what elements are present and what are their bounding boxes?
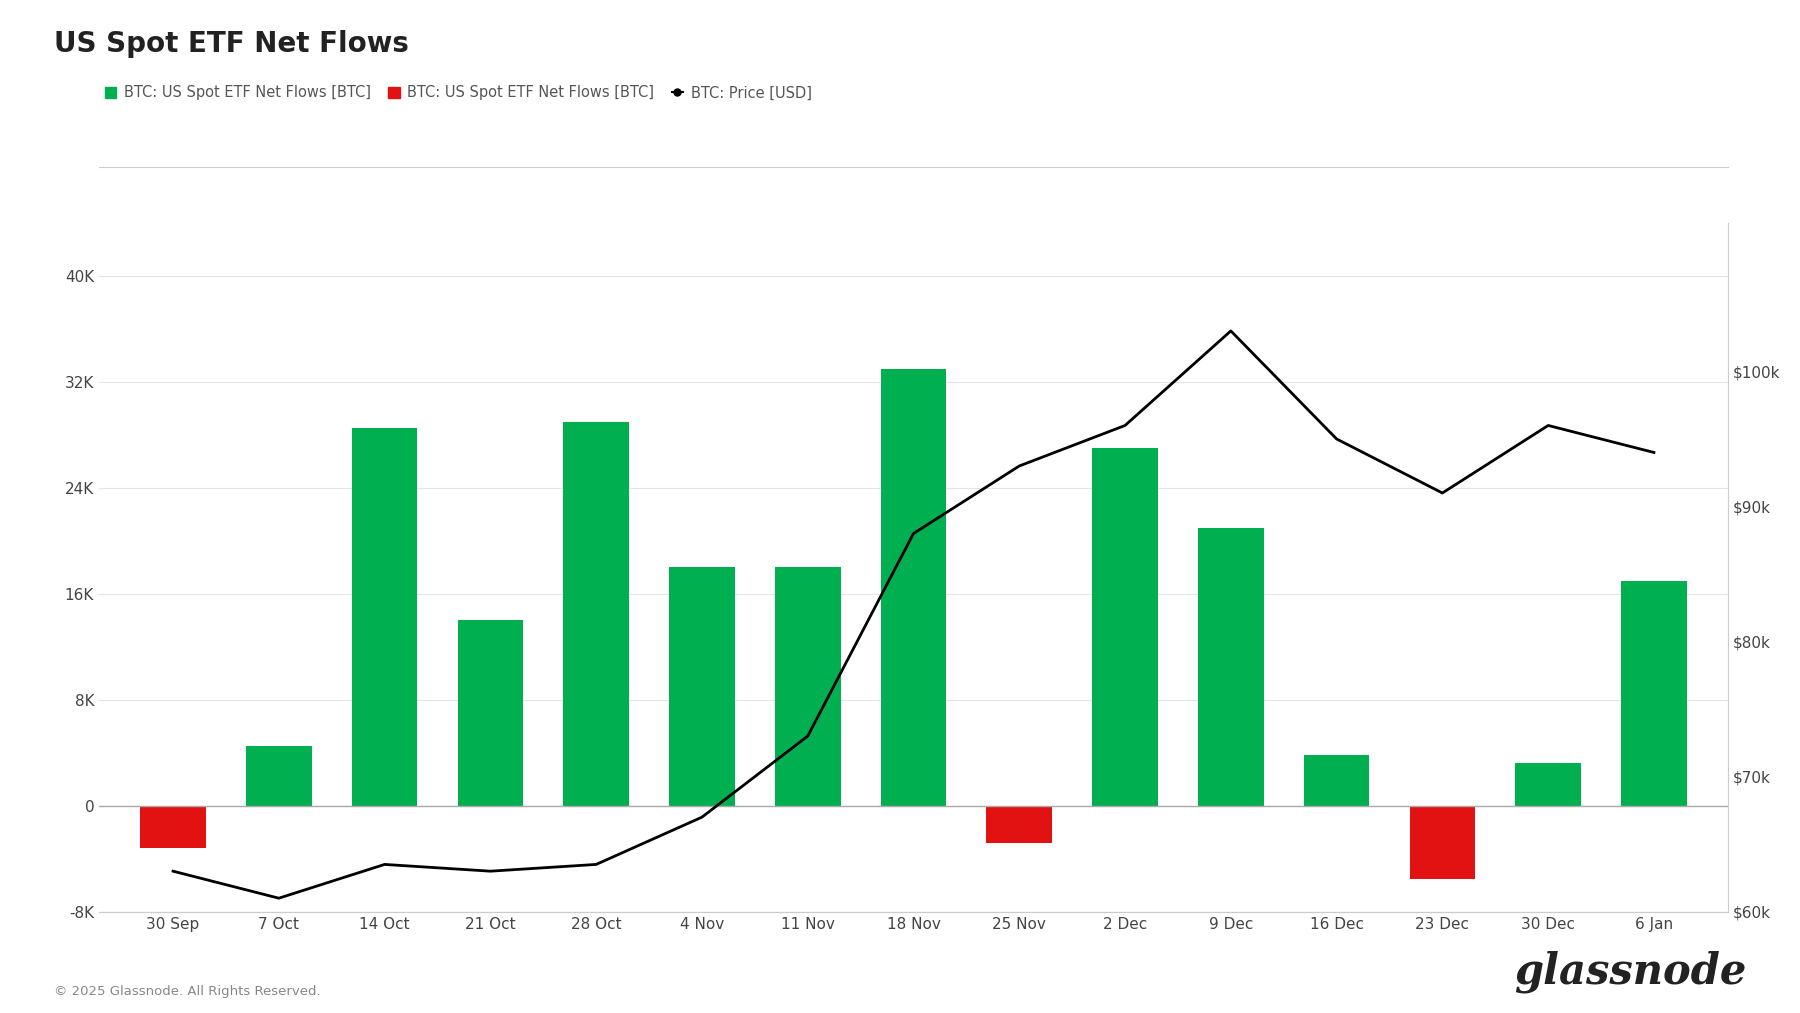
Bar	[1303, 756, 1370, 805]
Bar	[1093, 448, 1157, 805]
Bar	[247, 747, 311, 805]
Text: © 2025 Glassnode. All Rights Reserved.: © 2025 Glassnode. All Rights Reserved.	[54, 985, 320, 998]
Bar	[563, 421, 628, 805]
Bar	[1622, 580, 1687, 805]
Bar	[776, 567, 841, 805]
Bar	[1516, 764, 1580, 805]
Bar	[457, 620, 524, 805]
Bar	[1199, 528, 1264, 805]
Bar	[986, 805, 1051, 843]
Text: US Spot ETF Net Flows: US Spot ETF Net Flows	[54, 30, 409, 59]
Bar	[351, 428, 418, 805]
Bar	[670, 567, 734, 805]
Legend: BTC: US Spot ETF Net Flows [BTC], BTC: US Spot ETF Net Flows [BTC], BTC: Price [: BTC: US Spot ETF Net Flows [BTC], BTC: U…	[104, 85, 812, 100]
Bar	[1409, 805, 1476, 878]
Bar	[880, 369, 947, 805]
Text: glassnode: glassnode	[1514, 950, 1746, 993]
Bar	[140, 805, 205, 848]
